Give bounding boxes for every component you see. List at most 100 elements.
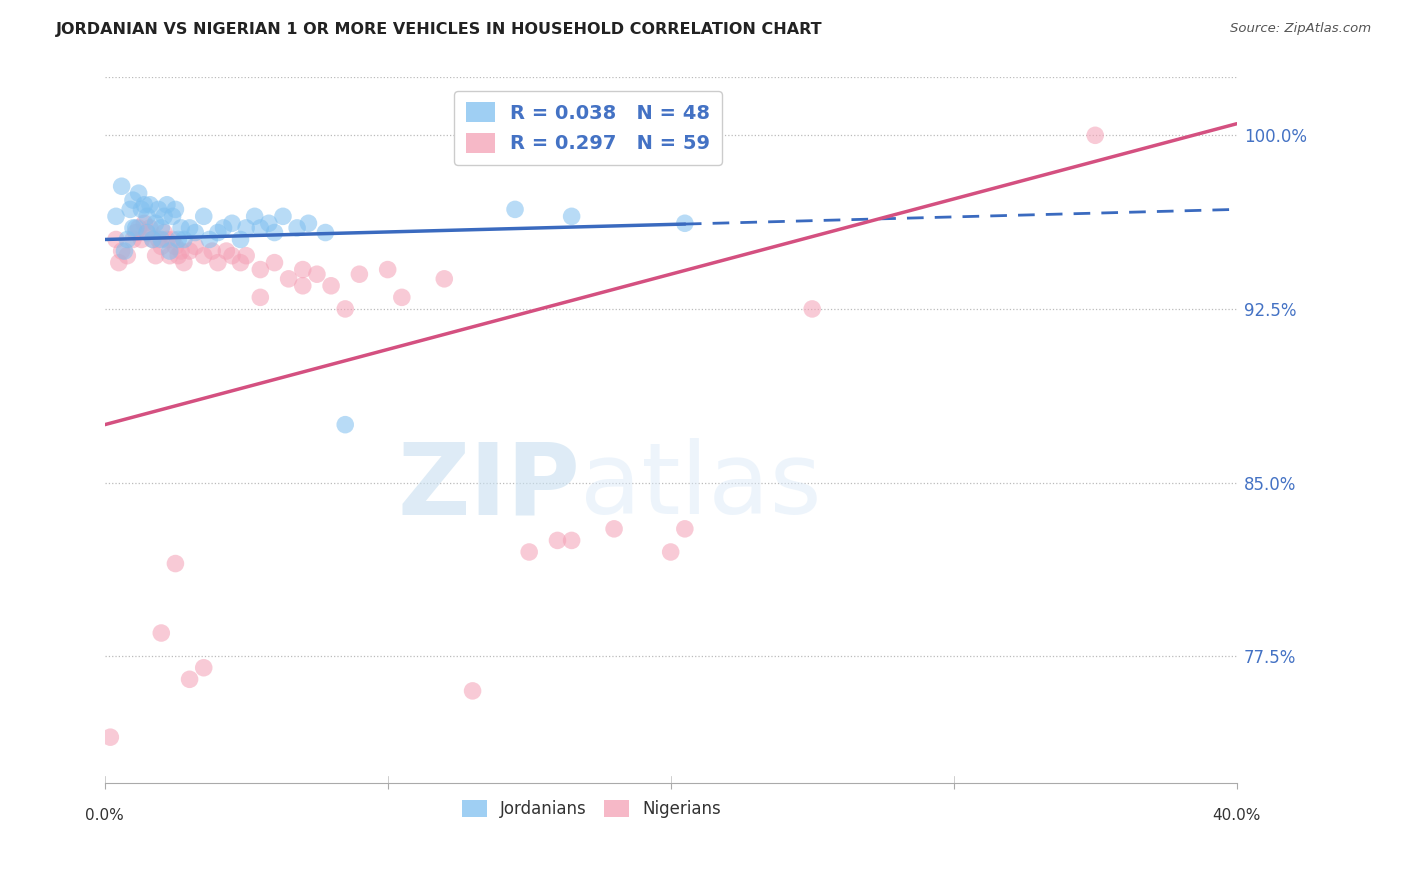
Point <box>263 255 285 269</box>
Point <box>117 232 139 246</box>
Point <box>111 179 134 194</box>
Point <box>150 626 173 640</box>
Legend: Jordanians, Nigerians: Jordanians, Nigerians <box>456 793 727 824</box>
Point <box>105 210 128 224</box>
Point <box>162 210 184 224</box>
Point <box>291 262 314 277</box>
Point <box>277 272 299 286</box>
Point <box>105 232 128 246</box>
Text: 40.0%: 40.0% <box>1212 808 1261 823</box>
Point <box>319 278 342 293</box>
Point <box>249 290 271 304</box>
Point <box>221 249 243 263</box>
Point <box>136 226 159 240</box>
Point <box>136 226 159 240</box>
Point <box>179 673 201 687</box>
Point <box>145 249 167 263</box>
Text: 0.0%: 0.0% <box>86 808 124 823</box>
Point <box>297 216 319 230</box>
Point <box>122 221 145 235</box>
Point <box>291 278 314 293</box>
Point <box>212 221 235 235</box>
Point <box>561 210 583 224</box>
Point <box>156 198 179 212</box>
Point <box>659 545 682 559</box>
Point <box>148 202 170 217</box>
Point <box>125 226 148 240</box>
Point <box>201 244 224 258</box>
Point <box>801 301 824 316</box>
Point <box>122 232 145 246</box>
Point <box>198 232 221 246</box>
Text: atlas: atlas <box>581 439 821 535</box>
Point <box>193 661 215 675</box>
Point <box>433 272 456 286</box>
Point <box>179 221 201 235</box>
Point <box>159 249 181 263</box>
Point <box>1084 128 1107 143</box>
Point <box>193 249 215 263</box>
Point <box>221 216 243 230</box>
Text: JORDANIAN VS NIGERIAN 1 OR MORE VEHICLES IN HOUSEHOLD CORRELATION CHART: JORDANIAN VS NIGERIAN 1 OR MORE VEHICLES… <box>56 22 823 37</box>
Point <box>263 226 285 240</box>
Point <box>114 244 136 258</box>
Point <box>170 221 193 235</box>
Point <box>207 226 229 240</box>
Point <box>156 232 179 246</box>
Point <box>173 232 195 246</box>
Point <box>335 417 357 432</box>
Point <box>517 545 540 559</box>
Point <box>461 684 484 698</box>
Point <box>561 533 583 548</box>
Point <box>249 221 271 235</box>
Point <box>285 221 308 235</box>
Point <box>335 301 357 316</box>
Point <box>503 202 526 217</box>
Point <box>167 232 190 246</box>
Point <box>377 262 399 277</box>
Point <box>305 267 328 281</box>
Point <box>142 232 165 246</box>
Point <box>125 221 148 235</box>
Point <box>193 210 215 224</box>
Point <box>131 202 153 217</box>
Point <box>215 244 238 258</box>
Point <box>603 522 626 536</box>
Point <box>136 210 159 224</box>
Point <box>128 186 150 201</box>
Point <box>257 216 280 230</box>
Point <box>184 239 207 253</box>
Point <box>145 216 167 230</box>
Point <box>243 210 266 224</box>
Point <box>547 533 569 548</box>
Point <box>184 226 207 240</box>
Text: ZIP: ZIP <box>398 439 581 535</box>
Point <box>391 290 413 304</box>
Point <box>150 232 173 246</box>
Point <box>139 221 162 235</box>
Point <box>271 210 294 224</box>
Point <box>139 198 162 212</box>
Point <box>349 267 371 281</box>
Point <box>167 249 190 263</box>
Point <box>207 255 229 269</box>
Point <box>148 232 170 246</box>
Point <box>134 198 156 212</box>
Point <box>108 255 131 269</box>
Point <box>142 232 165 246</box>
Point <box>98 730 121 744</box>
Point <box>122 193 145 207</box>
Point <box>150 221 173 235</box>
Point <box>173 255 195 269</box>
Point <box>165 557 187 571</box>
Text: Source: ZipAtlas.com: Source: ZipAtlas.com <box>1230 22 1371 36</box>
Point <box>111 244 134 258</box>
Point <box>162 232 184 246</box>
Point <box>150 239 173 253</box>
Point <box>159 244 181 258</box>
Point <box>153 226 176 240</box>
Point <box>153 210 176 224</box>
Point <box>170 244 193 258</box>
Point <box>120 202 142 217</box>
Point <box>128 221 150 235</box>
